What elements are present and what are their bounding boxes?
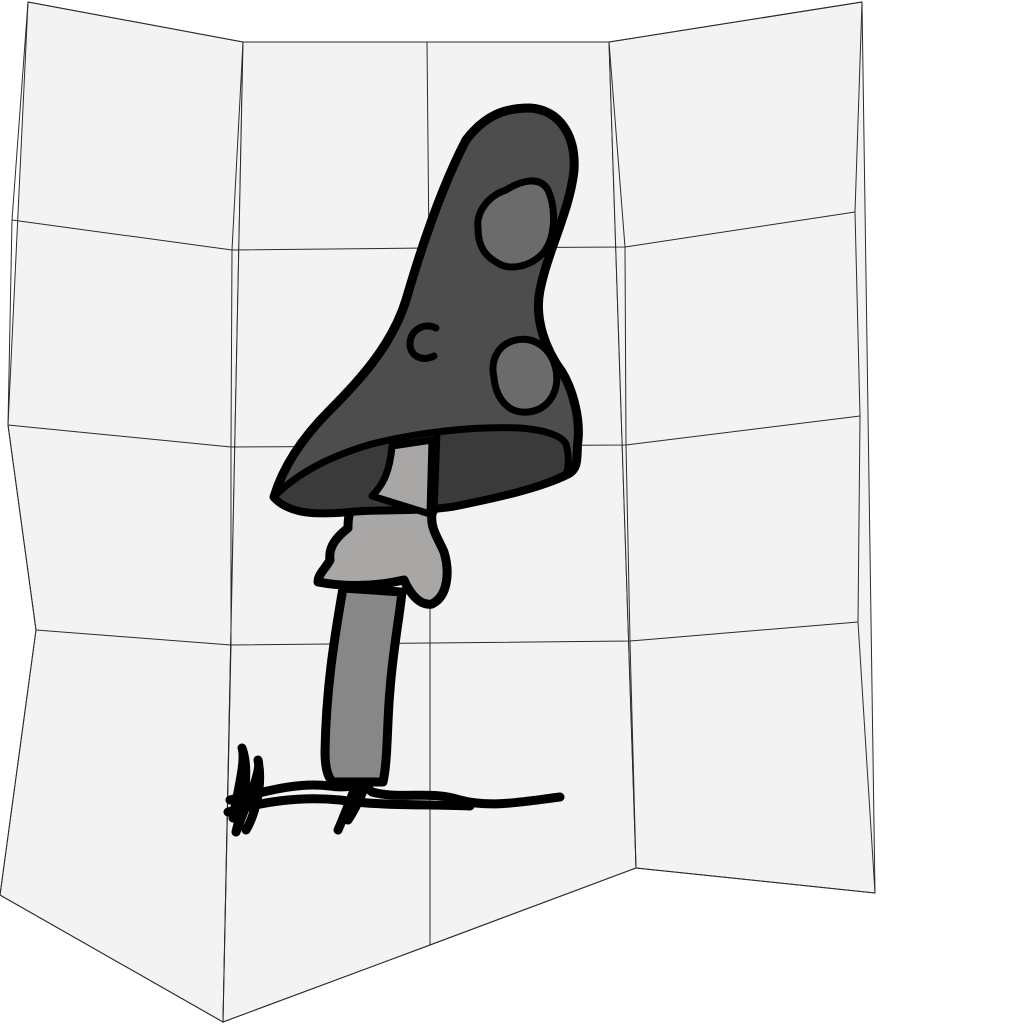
mushroom-stem [320, 583, 407, 787]
mushroom-spot-small [406, 322, 440, 362]
mushroom-spot-large [474, 177, 558, 271]
paper-panel-right [608, 1, 876, 894]
paper-panel-left [0, 1, 244, 1023]
mushroom-drawing [223, 103, 583, 837]
mushroom-spot-medium [489, 335, 561, 416]
